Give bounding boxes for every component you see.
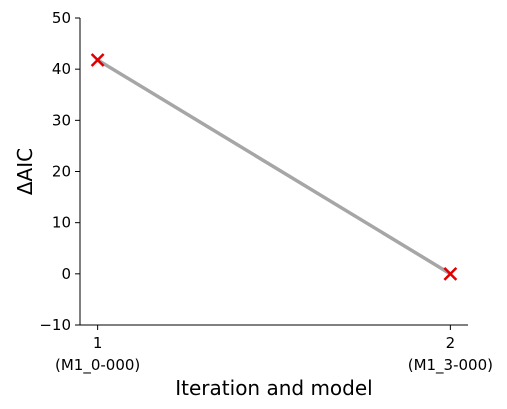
marker-stroke <box>443 266 458 281</box>
y-tick-label: 20 <box>52 163 71 181</box>
y-tick-label: 40 <box>52 60 71 78</box>
x-tick-sublabel: (M1_3-000) <box>408 356 493 375</box>
y-tick-label: 30 <box>52 111 71 129</box>
y-tick-label: 10 <box>52 214 71 232</box>
x-axis-label: Iteration and model <box>175 376 372 400</box>
series-layer <box>90 53 458 281</box>
series-line <box>95 58 453 276</box>
data-point-marker <box>90 53 105 67</box>
y-axis-label: ΔAIC <box>13 148 37 195</box>
x-tick-label: 1 <box>93 334 103 352</box>
y-tick-label: −10 <box>39 316 71 334</box>
data-point-marker <box>443 266 458 281</box>
x-tick-label: 2 <box>446 334 456 352</box>
y-tick-label: 0 <box>61 265 71 283</box>
marker-stroke <box>90 53 105 67</box>
x-tick-sublabel: (M1_0-000) <box>55 356 140 375</box>
y-axis-ticks: −10 0 10 20 30 40 50 <box>39 9 80 334</box>
x-axis-ticks: 1 (M1_0-000) 2 (M1_3-000) <box>55 325 493 375</box>
y-tick-label: 50 <box>52 9 71 27</box>
